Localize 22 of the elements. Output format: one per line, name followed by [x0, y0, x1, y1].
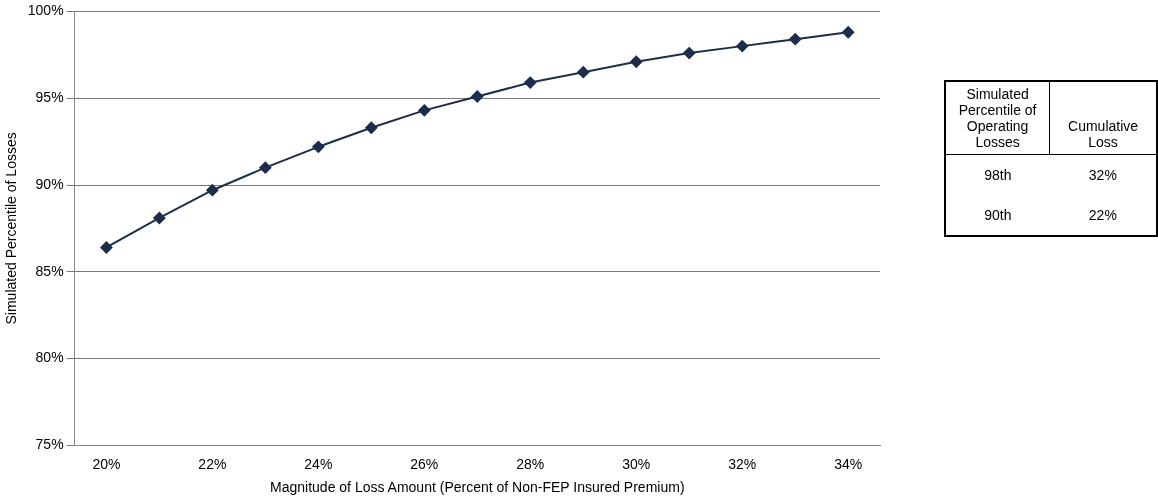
text: 32% — [1087, 166, 1118, 185]
x-tick-label: 22% — [198, 455, 227, 472]
text: 90th — [983, 206, 1013, 225]
text: 98th — [983, 166, 1013, 185]
text: Cumulative Loss — [1049, 81, 1157, 155]
text: Simulated Percentile of Operating Losses — [945, 81, 1050, 155]
y-tick-label: 85% — [35, 262, 64, 279]
y-tick-label: 100% — [27, 2, 64, 19]
x-tick-label: 24% — [304, 455, 333, 472]
x-tick-label: 26% — [410, 455, 439, 472]
x-tick-label: 34% — [834, 455, 863, 472]
y-tick-label: 75% — [35, 436, 64, 453]
y-tick-label: 80% — [35, 349, 64, 366]
x-tick-label: 20% — [92, 455, 121, 472]
x-tick-label: 28% — [516, 455, 545, 472]
y-tick-label: 90% — [35, 175, 64, 192]
x-axis-title: Magnitude of Loss Amount (Percent of Non-FEP Insured Premium) — [270, 479, 685, 496]
y-tick-label: 95% — [35, 89, 64, 106]
text: 22% — [1087, 206, 1118, 225]
y-axis-title: Simulated Percentile of Losses — [3, 132, 20, 325]
x-tick-label: 32% — [728, 455, 757, 472]
x-tick-label: 30% — [622, 455, 651, 472]
